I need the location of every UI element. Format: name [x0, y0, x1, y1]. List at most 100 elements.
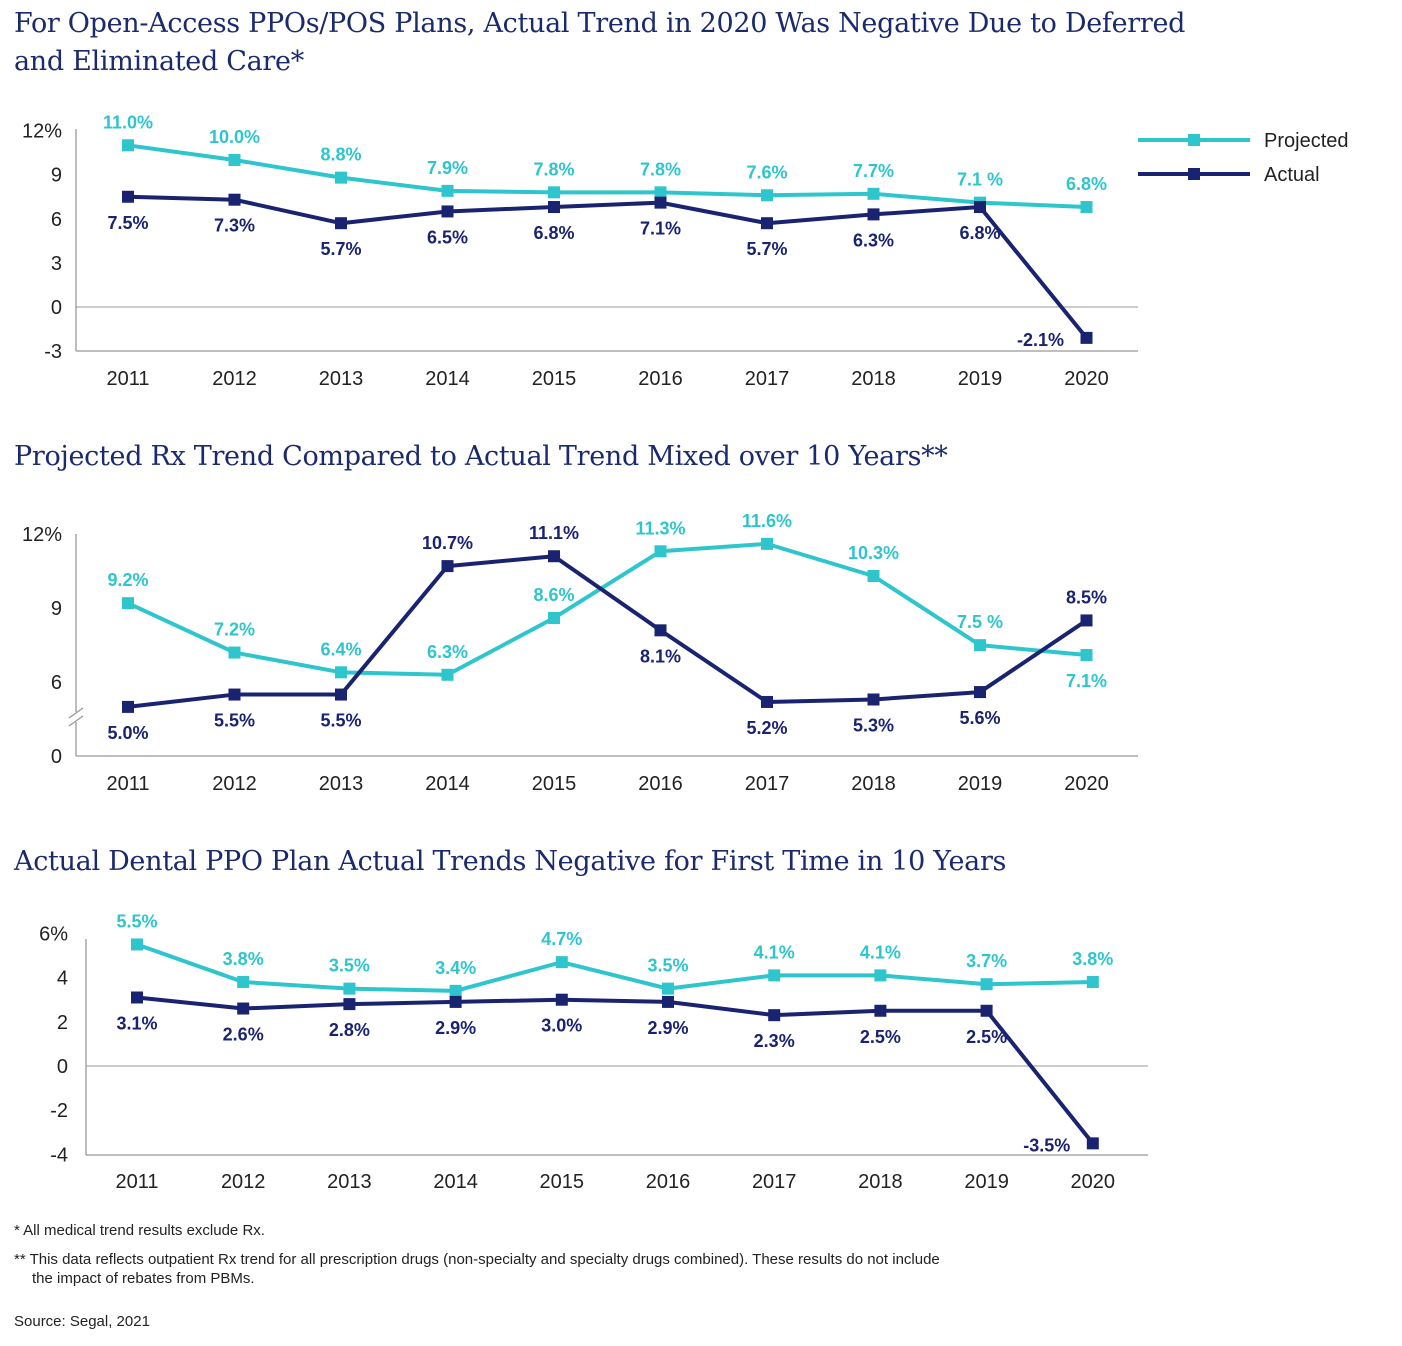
x-tick-label: 2018: [858, 1171, 903, 1193]
actual-marker: [980, 1004, 993, 1017]
actual-marker: [237, 1002, 250, 1015]
x-tick-label: 2013: [319, 368, 364, 390]
actual-data-label: 2.9%: [647, 1018, 688, 1038]
actual-data-label: 6.8%: [959, 223, 1000, 243]
actual-data-label: 5.3%: [853, 715, 894, 735]
actual-marker: [122, 190, 134, 203]
projected-marker: [980, 978, 993, 991]
axis-break-gap: [68, 712, 84, 722]
x-tick-label: 2019: [964, 1171, 1009, 1193]
projected-data-label: 6.3%: [427, 642, 468, 662]
y-tick-label: 6%: [39, 923, 68, 945]
actual-data-label: 2.8%: [329, 1020, 370, 1040]
x-tick-label: 2020: [1071, 1171, 1116, 1193]
actual-marker: [228, 688, 241, 701]
projected-marker: [654, 186, 667, 199]
actual-data-label: 11.1%: [529, 523, 579, 543]
projected-marker: [874, 969, 887, 982]
projected-data-label: 3.8%: [223, 949, 264, 969]
actual-data-label: 6.3%: [853, 230, 894, 250]
x-tick-label: 2015: [532, 773, 577, 795]
projected-data-label: 8.6%: [533, 585, 574, 605]
y-tick-label: -4: [50, 1144, 68, 1166]
actual-marker: [449, 995, 462, 1008]
projected-marker: [228, 646, 241, 659]
actual-marker: [654, 196, 667, 209]
projected-data-label: 7.5 %: [957, 612, 1003, 632]
x-tick-label: 2018: [851, 773, 896, 795]
x-tick-label: 2020: [1064, 368, 1109, 390]
projected-line: [136, 942, 1093, 993]
projected-marker: [122, 139, 134, 152]
projected-data-label: 7.7%: [853, 161, 894, 181]
actual-marker: [867, 693, 880, 706]
projected-data-label: 7.2%: [214, 620, 255, 640]
actual-data-label: 8.1%: [640, 646, 681, 666]
projected-marker: [974, 639, 986, 652]
x-tick-label: 2012: [212, 773, 257, 795]
chart1-title-line2: and Eliminated Care*: [14, 46, 304, 77]
projected-marker: [548, 186, 560, 199]
x-tick-label: 2019: [958, 773, 1003, 795]
projected-marker: [768, 969, 781, 982]
projected-marker: [1086, 976, 1099, 989]
projected-marker: [228, 154, 241, 166]
x-tick-label: 2016: [638, 368, 683, 390]
projected-marker: [449, 984, 462, 997]
projected-marker: [867, 569, 880, 582]
chart1-title-line1: For Open-Access PPOs/POS Plans, Actual T…: [14, 8, 1186, 39]
actual-line: [136, 995, 1095, 1145]
axis-break-mark: [68, 707, 84, 719]
projected-marker: [441, 184, 454, 197]
actual-data-label: 5.5%: [214, 711, 255, 731]
projected-data-label: 11.6%: [742, 511, 792, 531]
projected-marker: [867, 187, 880, 200]
projected-line: [127, 143, 1087, 210]
actual-marker: [555, 993, 568, 1006]
y-tick-label: -3: [44, 341, 62, 363]
projected-data-label: 7.1%: [1066, 671, 1107, 691]
actual-marker: [335, 217, 347, 230]
actual-data-label: 5.5%: [320, 711, 361, 731]
actual-data-label: 2.5%: [860, 1027, 901, 1047]
projected-marker: [555, 956, 568, 969]
actual-data-label: 5.7%: [746, 239, 787, 259]
actual-data-label: 5.2%: [746, 718, 787, 738]
chart2-rx-trend: 12% 9 6 0 2011 2012 2013 2014 2015 2016 2017 2018 20…: [22, 511, 1138, 795]
x-tick-label: 2015: [532, 368, 577, 390]
x-tick-label: 2017: [745, 368, 790, 390]
chart3-title: Actual Dental PPO Plan Actual Trends Neg…: [14, 846, 1007, 877]
y-tick-label: 12%: [22, 121, 62, 143]
projected-data-label: 9.2%: [107, 570, 148, 590]
actual-marker: [768, 1009, 781, 1022]
actual-marker: [662, 995, 674, 1008]
actual-marker: [131, 991, 143, 1004]
y-tick-label: 6: [51, 672, 62, 694]
projected-marker: [662, 982, 674, 995]
projected-line: [127, 541, 1087, 677]
projected-marker: [441, 668, 454, 681]
y-tick-label: 12%: [22, 524, 62, 546]
projected-data-label: 10.3%: [848, 543, 899, 563]
projected-data-label: 6.4%: [320, 639, 361, 659]
actual-marker: [761, 695, 773, 708]
axis-break-mark: [68, 715, 84, 727]
footnote-rx-line1: ** This data reflects outpatient Rx tren…: [14, 1251, 940, 1268]
actual-marker: [228, 193, 241, 206]
legend-actual-label: Actual: [1264, 164, 1320, 186]
projected-data-label: 4.7%: [541, 929, 582, 949]
actual-data-label: 6.8%: [533, 223, 574, 243]
y-tick-label: 0: [57, 1056, 68, 1078]
actual-marker: [1080, 331, 1093, 344]
projected-marker: [761, 537, 773, 550]
projected-data-label: 6.8%: [1066, 174, 1107, 194]
x-tick-label: 2019: [958, 368, 1003, 390]
actual-line: [127, 194, 1089, 340]
projected-data-label: 7.8%: [640, 159, 681, 179]
actual-marker: [441, 205, 454, 218]
footnote-medical: * All medical trend results exclude Rx.: [14, 1222, 265, 1239]
projected-data-label: 7.9%: [427, 158, 468, 178]
actual-data-label: 3.1%: [116, 1013, 157, 1033]
actual-marker: [441, 560, 454, 573]
projected-data-label: 7.1 %: [957, 170, 1003, 190]
